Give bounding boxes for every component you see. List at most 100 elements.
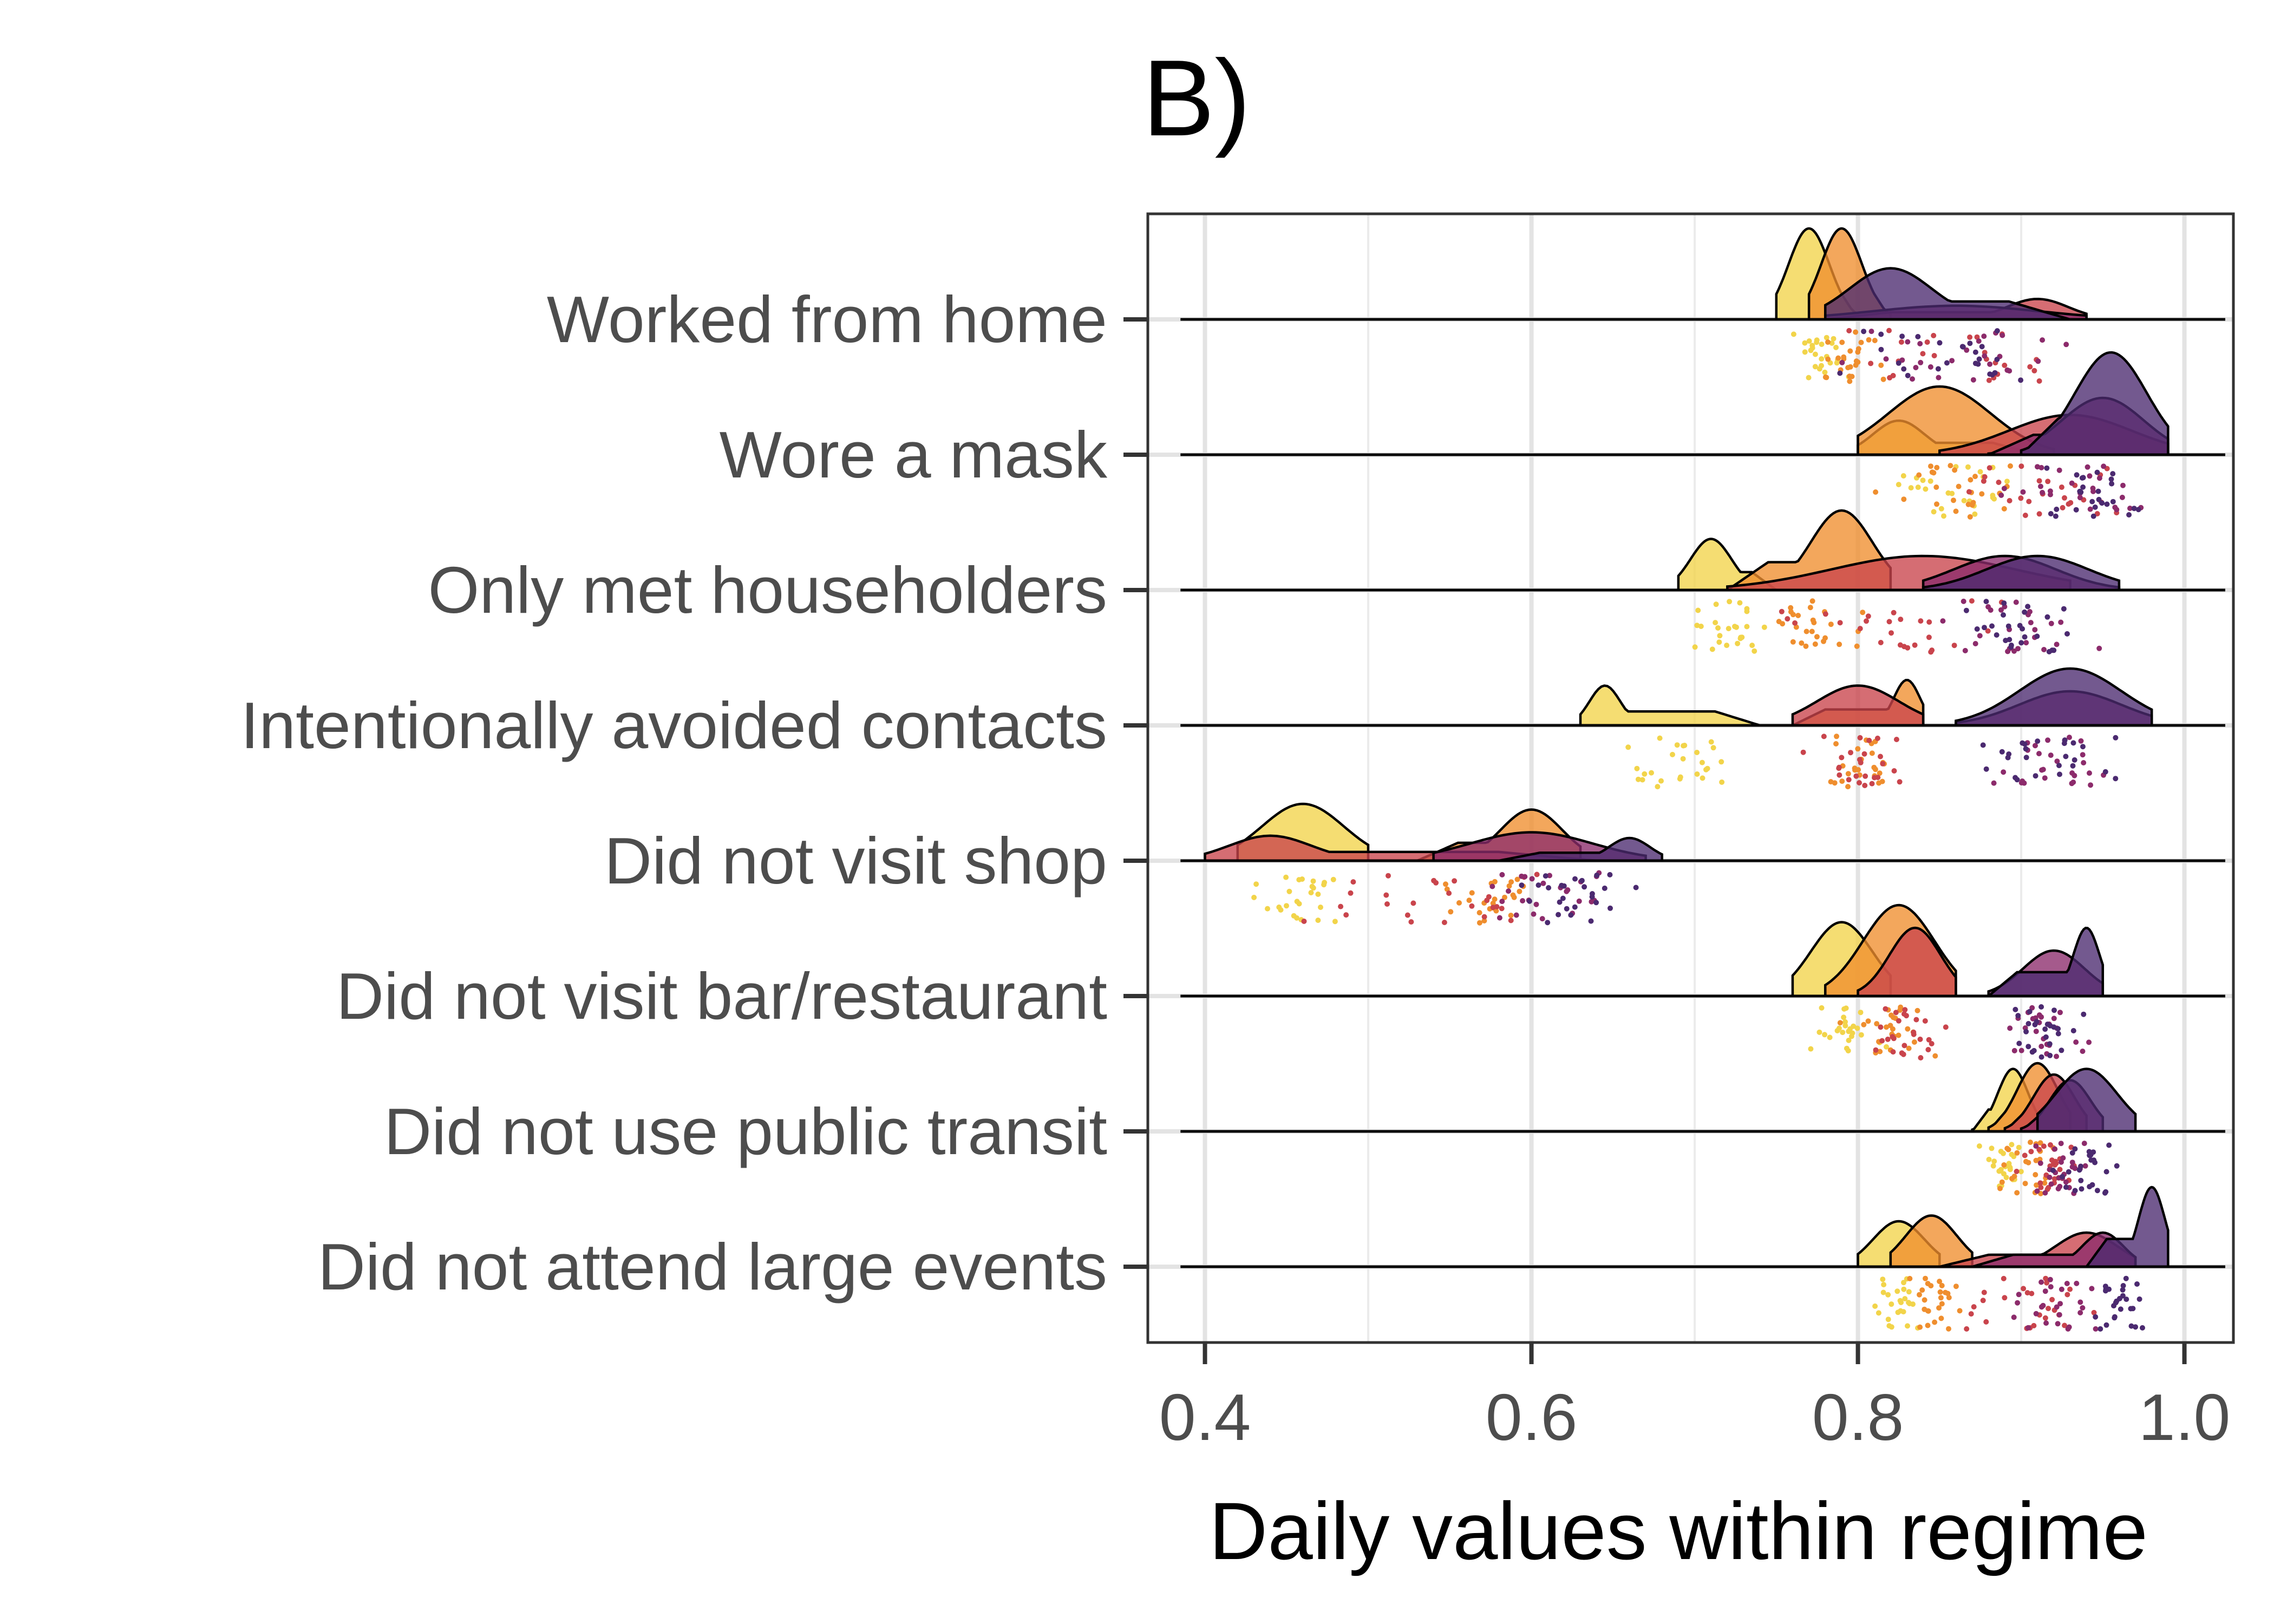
jitter-point <box>1937 340 1943 346</box>
jitter-point <box>1987 361 1993 367</box>
jitter-point <box>2018 1047 2024 1053</box>
jitter-point <box>1899 333 1905 339</box>
jitter-point <box>2086 1039 2092 1045</box>
jitter-point <box>1822 369 1828 375</box>
jitter-point <box>2060 505 2066 510</box>
jitter-point <box>2038 1004 2044 1010</box>
jitter-point <box>2011 1047 2017 1053</box>
jitter-point <box>2042 775 2048 781</box>
jitter-point <box>1997 1186 2003 1191</box>
jitter-point <box>1322 880 1328 886</box>
jitter-point <box>1896 1032 1901 1038</box>
jitter-point <box>1283 874 1289 880</box>
jitter-point <box>1709 646 1715 652</box>
jitter-point <box>1925 1308 1931 1314</box>
jitter-point <box>1749 643 1755 649</box>
jitter-point <box>2031 368 2037 374</box>
jitter-point <box>1994 357 2000 362</box>
jitter-point <box>1936 1305 1942 1311</box>
jitter-point <box>1981 1289 1987 1295</box>
jitter-point <box>1833 344 1839 350</box>
jitter-point <box>2120 1283 2126 1288</box>
jitter-point <box>2120 1293 2126 1299</box>
jitter-point <box>1983 599 1989 605</box>
jitter-point <box>2118 1306 2123 1312</box>
jitter-point <box>1956 483 1962 489</box>
jitter-point <box>2018 640 2024 646</box>
jitter-point <box>1863 773 1868 779</box>
jitter-point <box>2027 609 2033 614</box>
jitter-point <box>1925 1047 1931 1052</box>
y-tick-label: Intentionally avoided contacts <box>240 689 1107 762</box>
jitter-point <box>1785 616 1791 622</box>
jitter-point <box>2042 1315 2048 1321</box>
jitter-point <box>1829 340 1835 346</box>
jitter-point <box>1946 1295 1952 1300</box>
jitter-point <box>1803 643 1809 649</box>
jitter-point <box>2079 1186 2084 1192</box>
jitter-point <box>1499 872 1505 878</box>
jitter-point <box>1452 878 1458 884</box>
jitter-point <box>1791 331 1796 337</box>
jitter-point <box>1890 1034 1896 1040</box>
jitter-point <box>1911 1039 1917 1045</box>
jitter-point <box>1861 751 1867 757</box>
jitter-point <box>2056 1312 2062 1318</box>
jitter-point <box>1893 737 1899 742</box>
jitter-point <box>2080 475 2086 481</box>
jitter-point <box>1918 359 1924 365</box>
jitter-point <box>1869 750 1875 756</box>
jitter-point <box>2073 507 2079 513</box>
jitter-point <box>1949 358 1955 364</box>
jitter-point <box>2127 506 2133 511</box>
jitter-point <box>1508 918 1514 924</box>
jitter-point <box>2056 763 2062 769</box>
x-axis-title: Daily values within regime <box>1209 1485 2148 1576</box>
jitter-point <box>2110 499 2116 505</box>
jitter-point <box>2055 1321 2061 1327</box>
jitter-point <box>2046 1306 2051 1312</box>
jitter-point <box>1970 500 1976 506</box>
jitter-point <box>2059 1047 2064 1053</box>
jitter-point <box>1486 894 1492 900</box>
jitter-point <box>2038 1279 2044 1285</box>
jitter-point <box>2016 1144 2022 1150</box>
jitter-point <box>2051 1016 2057 1021</box>
jitter-point <box>2113 735 2119 741</box>
ridge-density <box>1579 684 1761 727</box>
jitter-point <box>2011 1314 2017 1320</box>
jitter-point <box>1874 735 1880 741</box>
jitter-point <box>2090 513 2096 519</box>
jitter-point <box>1974 626 1980 632</box>
jitter-point <box>2060 1174 2065 1180</box>
ridge-density <box>2036 1068 2137 1133</box>
jitter-point <box>2066 1169 2072 1175</box>
jitter-point <box>1961 497 1967 503</box>
jitter-point <box>1819 356 1825 362</box>
x-tick-label: 0.8 <box>1812 1380 1904 1454</box>
jitter-point <box>1929 469 1935 475</box>
jitter-point <box>2069 1160 2075 1165</box>
jitter-point <box>2130 1306 2136 1312</box>
jitter-point <box>2022 609 2028 615</box>
jitter-point <box>1889 1301 1894 1307</box>
jitter-point <box>1983 766 1989 772</box>
jitter-point <box>2096 475 2102 481</box>
jitter-point <box>2077 488 2083 494</box>
jitter-point <box>1855 346 1861 352</box>
jitter-point <box>2109 481 2115 487</box>
jitter-point <box>1814 339 1820 345</box>
jitter-point <box>1494 904 1500 909</box>
jitter-point <box>2015 1013 2021 1019</box>
jitter-point <box>2080 752 2086 758</box>
jitter-point <box>2032 627 2038 633</box>
jitter-point <box>2087 506 2093 512</box>
jitter-point <box>2033 743 2038 749</box>
jitter-point <box>1878 346 1884 352</box>
jitter-point <box>1896 1018 1901 1024</box>
jitter-point <box>2033 1143 2039 1149</box>
jitter-point <box>1936 375 1942 381</box>
jitter-point <box>2027 1009 2033 1014</box>
jitter-point <box>1739 634 1745 640</box>
jitter-point <box>1808 1046 1814 1052</box>
